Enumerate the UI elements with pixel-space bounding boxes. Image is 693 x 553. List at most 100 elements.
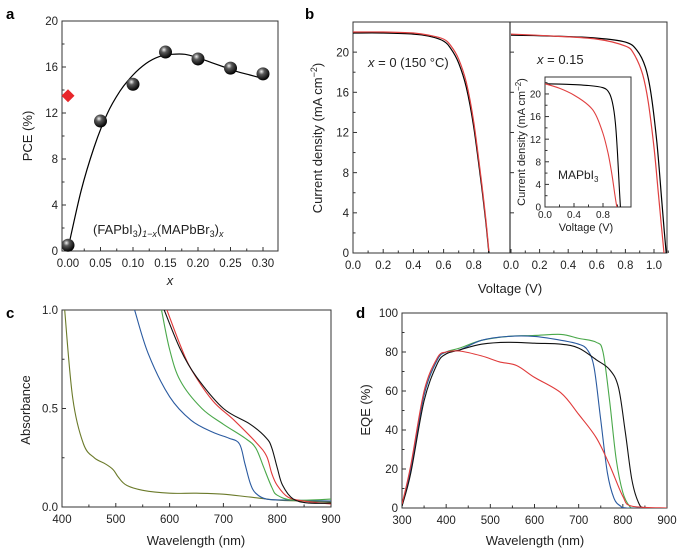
inset-ytick-label: 8 <box>535 157 541 168</box>
panel-b-plot-area <box>353 31 667 253</box>
inset-ylabel: Current density (mA cm−2) <box>514 78 528 206</box>
panel-a-pce-vs-x: 0.00 0.05 0.10 0.15 0.20 0.25 0.30 0 4 8 12 16 20 PC… <box>20 16 279 288</box>
panel-c-xlabel: Wavelength (nm) <box>147 533 246 548</box>
inset-plot-area <box>545 83 621 207</box>
inset-xlabel: Voltage (V) <box>559 222 613 234</box>
panel-c-ytick-label: 0.0 <box>42 502 58 514</box>
panel-a-series-fit <box>67 53 264 249</box>
panel-a-ytick-label: 0 <box>52 246 58 258</box>
panel-c-series-olive <box>64 310 331 503</box>
panel-b-right-label: x = 0.15 <box>536 52 584 67</box>
panel-b-left-xtick-label: 0.8 <box>466 260 482 272</box>
inset-series-reverse <box>545 83 618 207</box>
panel-c-ticks: 400 500 600 700 800 900 0.0 0.5 1.0 <box>42 305 341 526</box>
panel-b-left-curves <box>353 31 490 253</box>
panel-a-ytick-label: 4 <box>52 200 59 212</box>
panel-c-ytick-label: 0.5 <box>42 404 58 416</box>
panel-d-xtick-label: 600 <box>525 515 544 527</box>
panel-b-left-ytick-label: 8 <box>343 168 349 180</box>
panel-a-xtick-label: 0.25 <box>219 258 241 270</box>
panel-c-plot-area <box>64 310 331 505</box>
panel-d-ytick-label: 80 <box>385 347 398 359</box>
panel-a-xtick-label: 0.00 <box>57 258 79 270</box>
panel-d-ytick-label: 0 <box>392 503 398 515</box>
panel-b-left-series-reverse <box>353 31 490 252</box>
panel-d-ytick-label: 100 <box>379 308 398 320</box>
inset-curves <box>545 83 621 207</box>
panel-b-right-xtick-label: 0.2 <box>532 260 548 272</box>
panel-a-xtick-label: 0.05 <box>89 258 111 270</box>
panel-a-data-point <box>191 52 205 66</box>
panel-d-ticks: 300 400 500 600 700 800 900 0 20 40 60 80 100 <box>379 308 677 527</box>
panel-a-ytick-label: 12 <box>45 108 58 120</box>
panel-a-plot-area <box>61 45 270 252</box>
panel-a-xtick-label: 0.10 <box>122 258 144 270</box>
panel-b-right-series-reverse <box>510 33 665 253</box>
panel-a-annotation: (FAPbI3)1−x(MAPbBr3)x <box>93 222 224 239</box>
panel-d-ylabel: EQE (%) <box>358 384 373 435</box>
panel-a-ytick-label: 8 <box>52 154 58 166</box>
panel-d-ytick-label: 40 <box>385 425 398 437</box>
panel-b-ylabel: Current density (mA cm−2) <box>309 63 325 213</box>
inset-label: MAPbI3 <box>558 168 599 184</box>
panel-c-xtick-label: 400 <box>52 514 71 526</box>
panel-d-xlabel: Wavelength (nm) <box>486 533 585 548</box>
panel-d-xtick-label: 800 <box>613 515 632 527</box>
panel-a-data-point <box>61 238 75 252</box>
panel-d-ytick-label: 60 <box>385 386 398 398</box>
panel-b-left-ytick-label: 20 <box>336 47 349 59</box>
panel-b-left-ytick-label: 4 <box>343 208 350 220</box>
panel-c-series-red <box>166 310 331 505</box>
panel-letter-d: d <box>356 305 365 322</box>
panel-d-series-black <box>402 341 667 508</box>
panel-b-left-ytick-label: 16 <box>336 87 349 99</box>
panel-letter-b: b <box>305 6 314 23</box>
panel-a-ytick-label: 16 <box>45 62 58 74</box>
panel-a-data-point <box>159 45 172 59</box>
panel-c-frame <box>61 309 332 508</box>
panel-d-series-red <box>402 350 667 508</box>
panel-c-series-blue <box>134 310 331 502</box>
panel-d-xtick-label: 300 <box>392 515 411 527</box>
panel-letter-a: a <box>6 6 15 23</box>
panel-b-left-xtick-label: 0.0 <box>345 260 361 272</box>
panel-d-xtick-label: 700 <box>569 515 588 527</box>
panel-d-xtick-label: 400 <box>437 515 456 527</box>
panel-b-right-xtick-label: 0.8 <box>617 260 633 272</box>
panel-d-frame <box>401 312 668 509</box>
panel-d-eqe: 300 400 500 600 700 800 900 0 20 40 60 80 100 EQE (%… <box>358 308 677 548</box>
panel-c-xtick-label: 900 <box>321 514 340 526</box>
panel-b-jv-curves: 0.0 0.2 0.4 0.6 0.8 0 4 8 12 16 20 0.0 0.2 0.4 0.6 0.8 1… <box>309 21 669 296</box>
panel-a-xtick-label: 0.20 <box>187 258 209 270</box>
panel-b-right-xtick-label: 1.0 <box>646 260 662 272</box>
panel-d-xtick-label: 500 <box>481 515 500 527</box>
panel-c-series-black <box>163 310 331 504</box>
panel-b-right-xtick-label: 0.6 <box>589 260 605 272</box>
panel-b-xlabel: Voltage (V) <box>478 281 542 296</box>
inset-frame <box>544 76 632 208</box>
panel-c-series-green <box>160 310 331 501</box>
panel-d-ytick-label: 20 <box>385 464 398 476</box>
panel-b-left-xtick-label: 0.4 <box>405 260 422 272</box>
panel-b-inset: 0.0 0.4 0.8 0 4 8 12 16 20 Current density (mA c… <box>514 76 632 234</box>
panel-c-xtick-label: 800 <box>268 514 287 526</box>
panel-a-ytick-label: 20 <box>45 16 58 28</box>
inset-ytick-label: 0 <box>535 203 541 214</box>
inset-ytick-label: 16 <box>530 112 542 123</box>
panel-letter-c: c <box>6 305 14 322</box>
panel-c-xtick-label: 600 <box>160 514 179 526</box>
panel-b-right-xtick-label: 0.4 <box>560 260 577 272</box>
panel-c-ytick-label: 1.0 <box>42 305 58 317</box>
panel-b-left-xtick-label: 0.6 <box>436 260 452 272</box>
panel-b-left-ytick-label: 0 <box>343 248 349 260</box>
panel-a-xlabel: x <box>166 273 174 288</box>
panel-a-ticks: 0.00 0.05 0.10 0.15 0.20 0.25 0.30 0 4 8 12 16 20 <box>45 16 274 270</box>
panel-b-left-ytick-label: 12 <box>336 128 349 140</box>
panel-d-series-blue <box>402 335 667 508</box>
inset-ytick-label: 12 <box>530 135 542 146</box>
panel-a-ylabel: PCE (%) <box>20 111 35 162</box>
panel-c-xtick-label: 500 <box>106 514 125 526</box>
inset-series-forward <box>545 83 621 207</box>
panel-c-ylabel: Absorbance <box>18 375 33 444</box>
panel-a-data-point <box>256 67 270 81</box>
